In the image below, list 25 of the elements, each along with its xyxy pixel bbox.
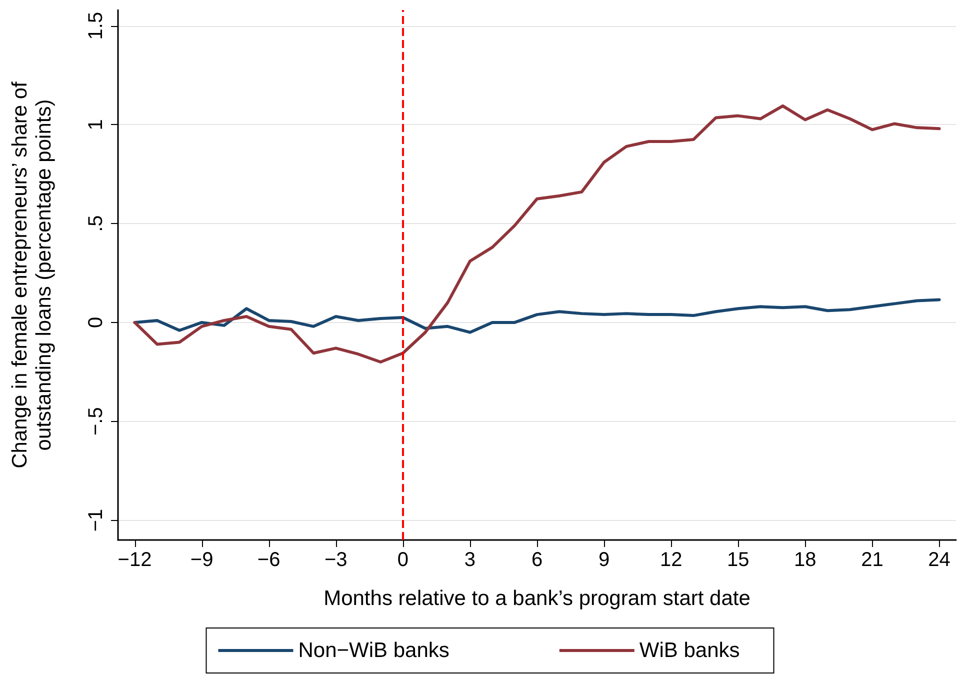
x-tick-label: 0 bbox=[397, 549, 408, 571]
line-series bbox=[133, 298, 941, 334]
legend-label: WiB banks bbox=[639, 639, 740, 662]
x-tick-label: 3 bbox=[464, 549, 476, 571]
x-tick-label: −12 bbox=[118, 549, 152, 571]
y-tick-label: −1 bbox=[85, 508, 107, 532]
y-tick-label: 1 bbox=[85, 119, 107, 130]
x-tick-label: 18 bbox=[794, 549, 816, 571]
x-tick-label: 21 bbox=[861, 549, 884, 571]
line-series bbox=[133, 104, 941, 364]
x-tick-label: 9 bbox=[598, 549, 610, 571]
x-tick-label: 12 bbox=[660, 549, 682, 571]
x-tick-label: −3 bbox=[324, 549, 348, 571]
y-tick-label: 1.5 bbox=[85, 12, 107, 40]
y-tick-label: 0 bbox=[85, 316, 107, 328]
x-tick-label: 6 bbox=[531, 549, 543, 571]
x-axis-title: Months relative to a bank’s program start date bbox=[324, 587, 750, 610]
x-tick-label: −6 bbox=[257, 549, 280, 571]
y-tick-label: .5 bbox=[85, 215, 107, 232]
y-axis-title: Change in female entrepreneurs’ share of outstanding loans (percentage points) bbox=[8, 81, 56, 468]
x-tick-label: −9 bbox=[190, 549, 214, 571]
y-tick-label: −.5 bbox=[85, 407, 107, 436]
legend-label: Non−WiB banks bbox=[298, 639, 450, 662]
x-tick-label: 15 bbox=[726, 549, 750, 571]
x-tick-label: 24 bbox=[928, 549, 950, 571]
